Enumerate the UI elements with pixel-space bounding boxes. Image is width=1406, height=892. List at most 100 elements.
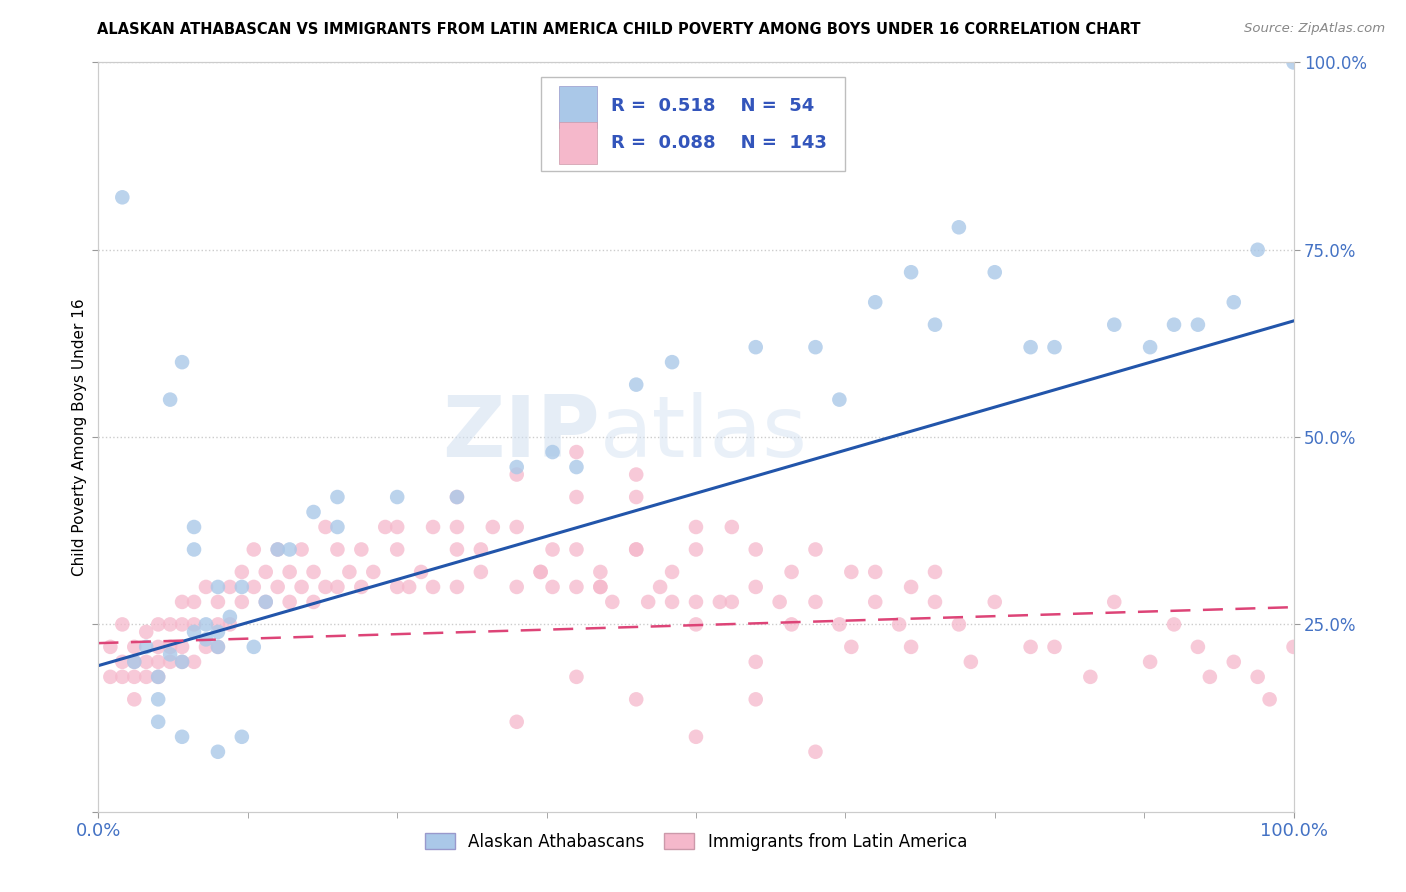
Point	[900, 640, 922, 654]
Point	[183, 542, 205, 557]
Point	[385, 490, 409, 504]
Point	[385, 542, 409, 557]
Point	[326, 580, 349, 594]
Point	[135, 655, 157, 669]
Point	[804, 595, 827, 609]
Point	[1163, 318, 1185, 332]
Point	[626, 542, 648, 557]
Point	[385, 520, 409, 534]
Point	[565, 460, 588, 475]
Point	[745, 655, 768, 669]
Point	[195, 632, 218, 647]
Point	[541, 542, 564, 557]
Point	[124, 655, 146, 669]
Point	[506, 580, 529, 594]
Point	[626, 377, 648, 392]
Point	[745, 340, 768, 354]
Point	[219, 610, 242, 624]
Point	[626, 467, 648, 482]
Point	[470, 565, 492, 579]
Point	[661, 355, 683, 369]
Point	[207, 640, 229, 654]
Point	[302, 595, 325, 609]
Point	[506, 714, 529, 729]
Point	[446, 520, 468, 534]
Point	[243, 542, 266, 557]
Point	[637, 595, 659, 609]
Point	[865, 295, 887, 310]
Point	[159, 648, 181, 662]
Point	[219, 580, 242, 594]
Point	[900, 580, 922, 594]
Point	[243, 580, 266, 594]
Point	[172, 355, 194, 369]
Point	[278, 565, 301, 579]
Point	[159, 617, 181, 632]
Point	[1187, 318, 1209, 332]
Point	[183, 624, 205, 639]
Point	[1223, 655, 1246, 669]
Point	[148, 640, 170, 654]
Point	[98, 640, 122, 654]
Text: Source: ZipAtlas.com: Source: ZipAtlas.com	[1244, 22, 1385, 36]
Point	[960, 655, 983, 669]
Point	[804, 542, 827, 557]
Point	[721, 595, 744, 609]
Point	[721, 520, 744, 534]
Point	[172, 595, 194, 609]
Point	[889, 617, 911, 632]
Point	[828, 617, 851, 632]
FancyBboxPatch shape	[558, 86, 596, 128]
Point	[685, 617, 707, 632]
Point	[745, 542, 768, 557]
Point	[804, 745, 827, 759]
Point	[254, 595, 277, 609]
Point	[231, 580, 253, 594]
Point	[865, 565, 887, 579]
Point	[111, 655, 134, 669]
Point	[745, 580, 768, 594]
Text: R =  0.088    N =  143: R = 0.088 N = 143	[612, 135, 827, 153]
Point	[1223, 295, 1246, 310]
Point	[422, 580, 444, 594]
Point	[207, 640, 229, 654]
Point	[661, 595, 683, 609]
Point	[1019, 340, 1042, 354]
Point	[685, 730, 707, 744]
Point	[195, 617, 218, 632]
Point	[804, 340, 827, 354]
Point	[780, 565, 803, 579]
FancyBboxPatch shape	[541, 78, 845, 171]
Point	[183, 617, 205, 632]
Point	[828, 392, 851, 407]
Point	[780, 617, 803, 632]
Point	[207, 595, 229, 609]
Point	[589, 580, 612, 594]
Point	[135, 640, 157, 654]
Point	[374, 520, 396, 534]
Point	[243, 640, 266, 654]
Point	[124, 655, 146, 669]
Point	[1247, 243, 1270, 257]
Point	[278, 542, 301, 557]
Point	[172, 640, 194, 654]
Point	[385, 580, 409, 594]
Point	[924, 595, 946, 609]
Point	[291, 580, 314, 594]
Point	[172, 730, 194, 744]
Point	[530, 565, 553, 579]
Point	[339, 565, 361, 579]
Point	[326, 520, 349, 534]
Point	[111, 670, 134, 684]
Point	[159, 392, 181, 407]
Point	[565, 580, 588, 594]
Point	[626, 490, 648, 504]
Point	[589, 565, 612, 579]
Point	[506, 467, 529, 482]
Point	[135, 624, 157, 639]
Point	[231, 595, 253, 609]
Point	[148, 714, 170, 729]
Point	[541, 445, 564, 459]
Point	[172, 617, 194, 632]
Point	[1282, 640, 1305, 654]
